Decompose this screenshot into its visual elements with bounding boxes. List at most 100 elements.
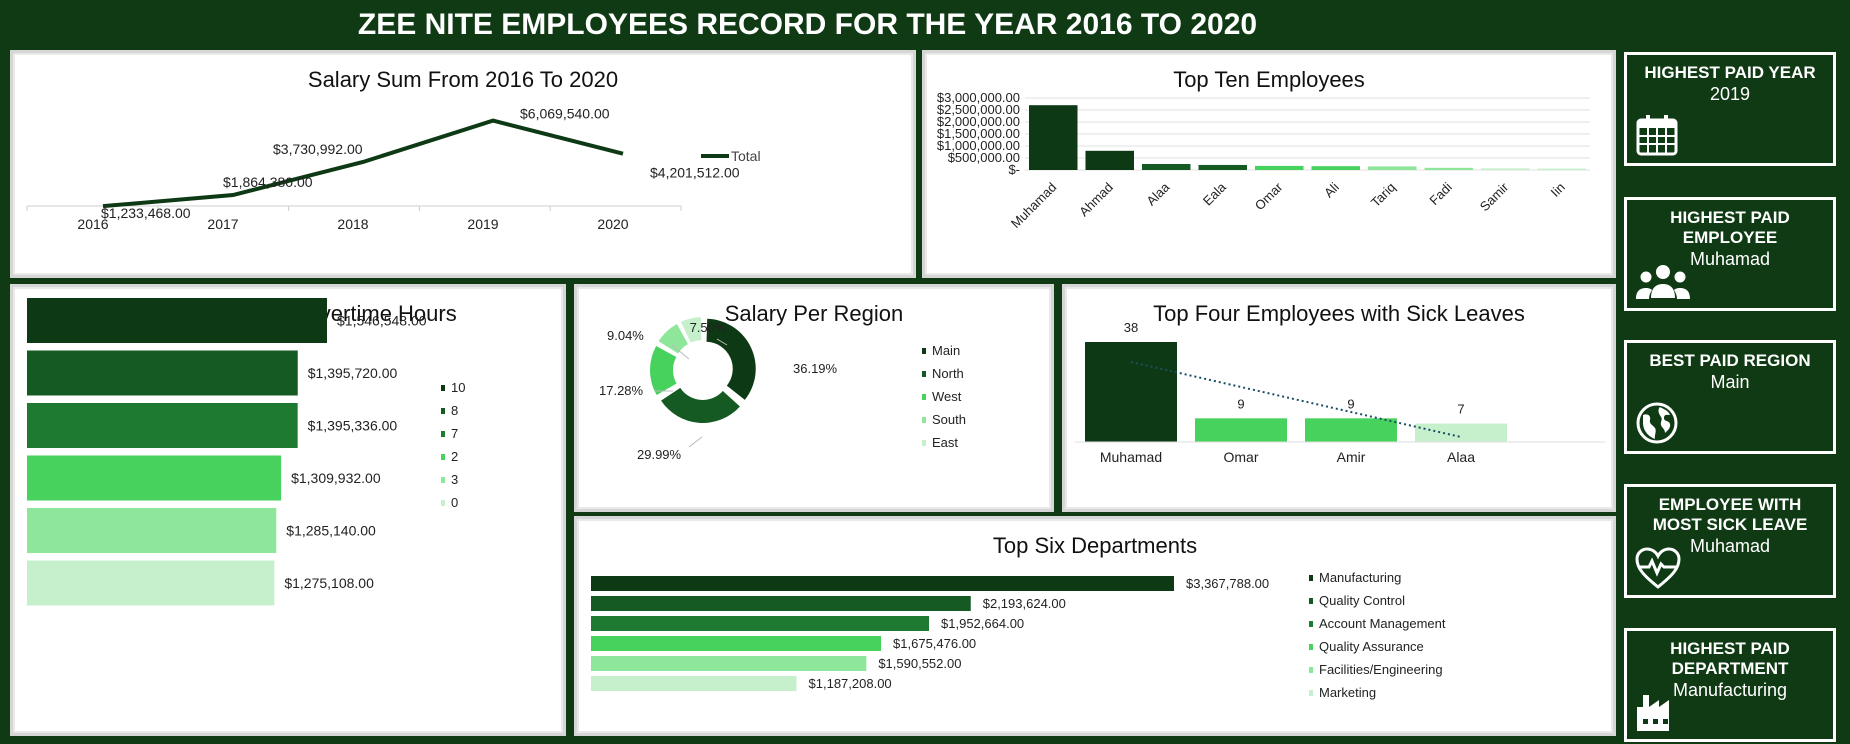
y-tick-label: $1,500,000.00 xyxy=(937,126,1020,141)
bar-sick-amir xyxy=(1305,418,1397,442)
kpi-title: HIGHEST PAID YEAR xyxy=(1644,63,1816,82)
data-label: 9 xyxy=(1237,396,1244,411)
data-label: $1,395,336.00 xyxy=(308,418,398,434)
legend-label: Marketing xyxy=(1319,685,1376,700)
slice-label: 36.19% xyxy=(793,361,838,376)
bar-dept xyxy=(591,576,1174,591)
legend-label: Manufacturing xyxy=(1319,570,1401,585)
legend-swatch xyxy=(922,371,926,377)
data-label: $1,952,664.00 xyxy=(941,616,1024,631)
data-label: $3,730,992.00 xyxy=(273,141,363,157)
x-tick-label: Omar xyxy=(1252,179,1286,213)
legend-label: 10 xyxy=(451,380,465,395)
slice-south xyxy=(658,323,688,354)
bar-overtime-2 xyxy=(27,455,282,501)
data-label: 7 xyxy=(1457,402,1464,417)
data-label: $1,395,720.00 xyxy=(308,365,398,381)
data-label: $1,187,208.00 xyxy=(809,676,892,691)
legend-label: Facilities/Engineering xyxy=(1319,662,1443,677)
x-tick-label: 2016 xyxy=(77,216,108,232)
overtime-panel: Annual Salary Per Overtime Hours $1,546,… xyxy=(10,284,566,736)
legend-label: West xyxy=(932,389,962,404)
departments-chart: $3,367,788.00 $2,193,624.00 $1,952,664.00 $… xyxy=(591,570,1446,700)
x-tick-label: Fadi xyxy=(1426,179,1455,208)
kpi-value: Muhamad xyxy=(1689,536,1771,556)
y-tick-label: $1,000,000.00 xyxy=(937,138,1020,153)
kpi-title: EMPLOYEE WITH MOST SICK LEAVE xyxy=(1652,495,1808,534)
leader-line xyxy=(716,338,728,346)
bar-dept xyxy=(591,616,930,631)
data-label: $1,546,548.00 xyxy=(337,313,427,329)
legend-swatch xyxy=(922,394,926,400)
kpi-highest-paid-employee: HIGHEST PAID EMPLOYEE Muhamad xyxy=(1624,197,1836,311)
x-tick-label: Samir xyxy=(1477,179,1512,214)
x-tick-label: 2020 xyxy=(597,216,628,232)
kpi-best-paid-region: BEST PAID REGION Main xyxy=(1624,340,1836,454)
factory-icon xyxy=(1637,695,1669,731)
sick-title: Top Four Employees with Sick Leaves xyxy=(1153,301,1525,326)
legend-swatch xyxy=(1309,598,1313,604)
x-tick-label: 2018 xyxy=(337,216,368,232)
region-chart: 36.19% 29.99% 17.28% 9.04% 7.50% Main North Wes… xyxy=(599,317,966,462)
legend-swatch xyxy=(1309,621,1313,627)
kpi-most-sick-leave: EMPLOYEE WITH MOST SICK LEAVE Muhamad xyxy=(1624,484,1836,598)
data-label: $1,864,380.00 xyxy=(223,174,313,190)
legend-label: 0 xyxy=(451,495,458,510)
legend-label: Quality Assurance xyxy=(1319,639,1424,654)
bar-alaa xyxy=(1142,164,1191,170)
x-tick-label: Alaa xyxy=(1447,449,1475,465)
region-panel: Salary Per Region 36.19% 29.99% 17.28% 9.04… xyxy=(574,284,1054,512)
y-tick-label: $3,000,000.00 xyxy=(937,90,1020,105)
legend-label: Quality Control xyxy=(1319,593,1405,608)
leader-line xyxy=(688,436,703,448)
data-label: $3,367,788.00 xyxy=(1186,576,1269,591)
bar-fadi xyxy=(1424,167,1473,170)
bar-tariq xyxy=(1368,166,1417,170)
calendar-icon xyxy=(1636,115,1678,156)
kpi-title: HIGHEST PAID DEPARTMENT xyxy=(1670,639,1790,678)
kpi-value: 2019 xyxy=(1709,84,1751,104)
kpi-highest-paid-year: HIGHEST PAID YEAR 2019 xyxy=(1624,52,1836,166)
bar-samir xyxy=(1481,168,1530,170)
y-tick-label: $2,500,000.00 xyxy=(937,102,1020,117)
legend-swatch xyxy=(922,348,926,354)
legend-label: Total xyxy=(731,148,761,164)
slice-east xyxy=(680,317,702,343)
legend-label: 7 xyxy=(451,426,458,441)
legend-swatch xyxy=(1309,644,1313,650)
legend-label: North xyxy=(932,366,964,381)
data-label: $1,233,468.00 xyxy=(101,205,191,221)
kpi-value: Main xyxy=(1710,372,1750,392)
x-tick-label: 2017 xyxy=(207,216,238,232)
bar-omar xyxy=(1255,165,1304,170)
kpi-title: HIGHEST PAID EMPLOYEE xyxy=(1670,208,1790,247)
people-icon xyxy=(1636,265,1690,299)
x-tick-label: Alaa xyxy=(1143,179,1173,209)
kpi-title: BEST PAID REGION xyxy=(1649,351,1811,370)
bar-dept xyxy=(591,676,797,691)
bar-overtime-3 xyxy=(27,508,277,553)
x-tick-label: Amir xyxy=(1337,449,1366,465)
globe-icon xyxy=(1636,402,1678,444)
bar-dept xyxy=(591,596,971,611)
bar-muhamad xyxy=(1029,105,1078,170)
legend-label: 8 xyxy=(451,403,458,418)
kpi-value: Manufacturing xyxy=(1672,680,1788,700)
legend-label: 3 xyxy=(451,472,458,487)
bar-overtime-10 xyxy=(27,298,327,343)
slice-label: 17.28% xyxy=(599,383,644,398)
legend-swatch xyxy=(441,385,445,391)
bar-ali xyxy=(1311,166,1360,170)
slice-label: 9.04% xyxy=(607,328,644,343)
kpi-highest-paid-department: HIGHEST PAID DEPARTMENT Manufacturing xyxy=(1624,628,1836,742)
legend-swatch xyxy=(922,440,926,446)
salary-sum-chart: $1,233,468.00 $1,864,380.00 $3,730,992.00 $… xyxy=(26,106,761,232)
bar-sick-alaa xyxy=(1415,423,1507,442)
departments-title: Top Six Departments xyxy=(992,533,1198,558)
y-tick-label: $- xyxy=(1008,162,1020,177)
x-tick-label: Iin xyxy=(1548,180,1568,200)
kpi-value: Muhamad xyxy=(1689,249,1771,269)
sick-panel: Top Four Employees with Sick Leaves 38 Mu… xyxy=(1062,284,1616,512)
legend-swatch xyxy=(922,417,926,423)
x-tick-label: Muhamad xyxy=(1008,180,1059,231)
